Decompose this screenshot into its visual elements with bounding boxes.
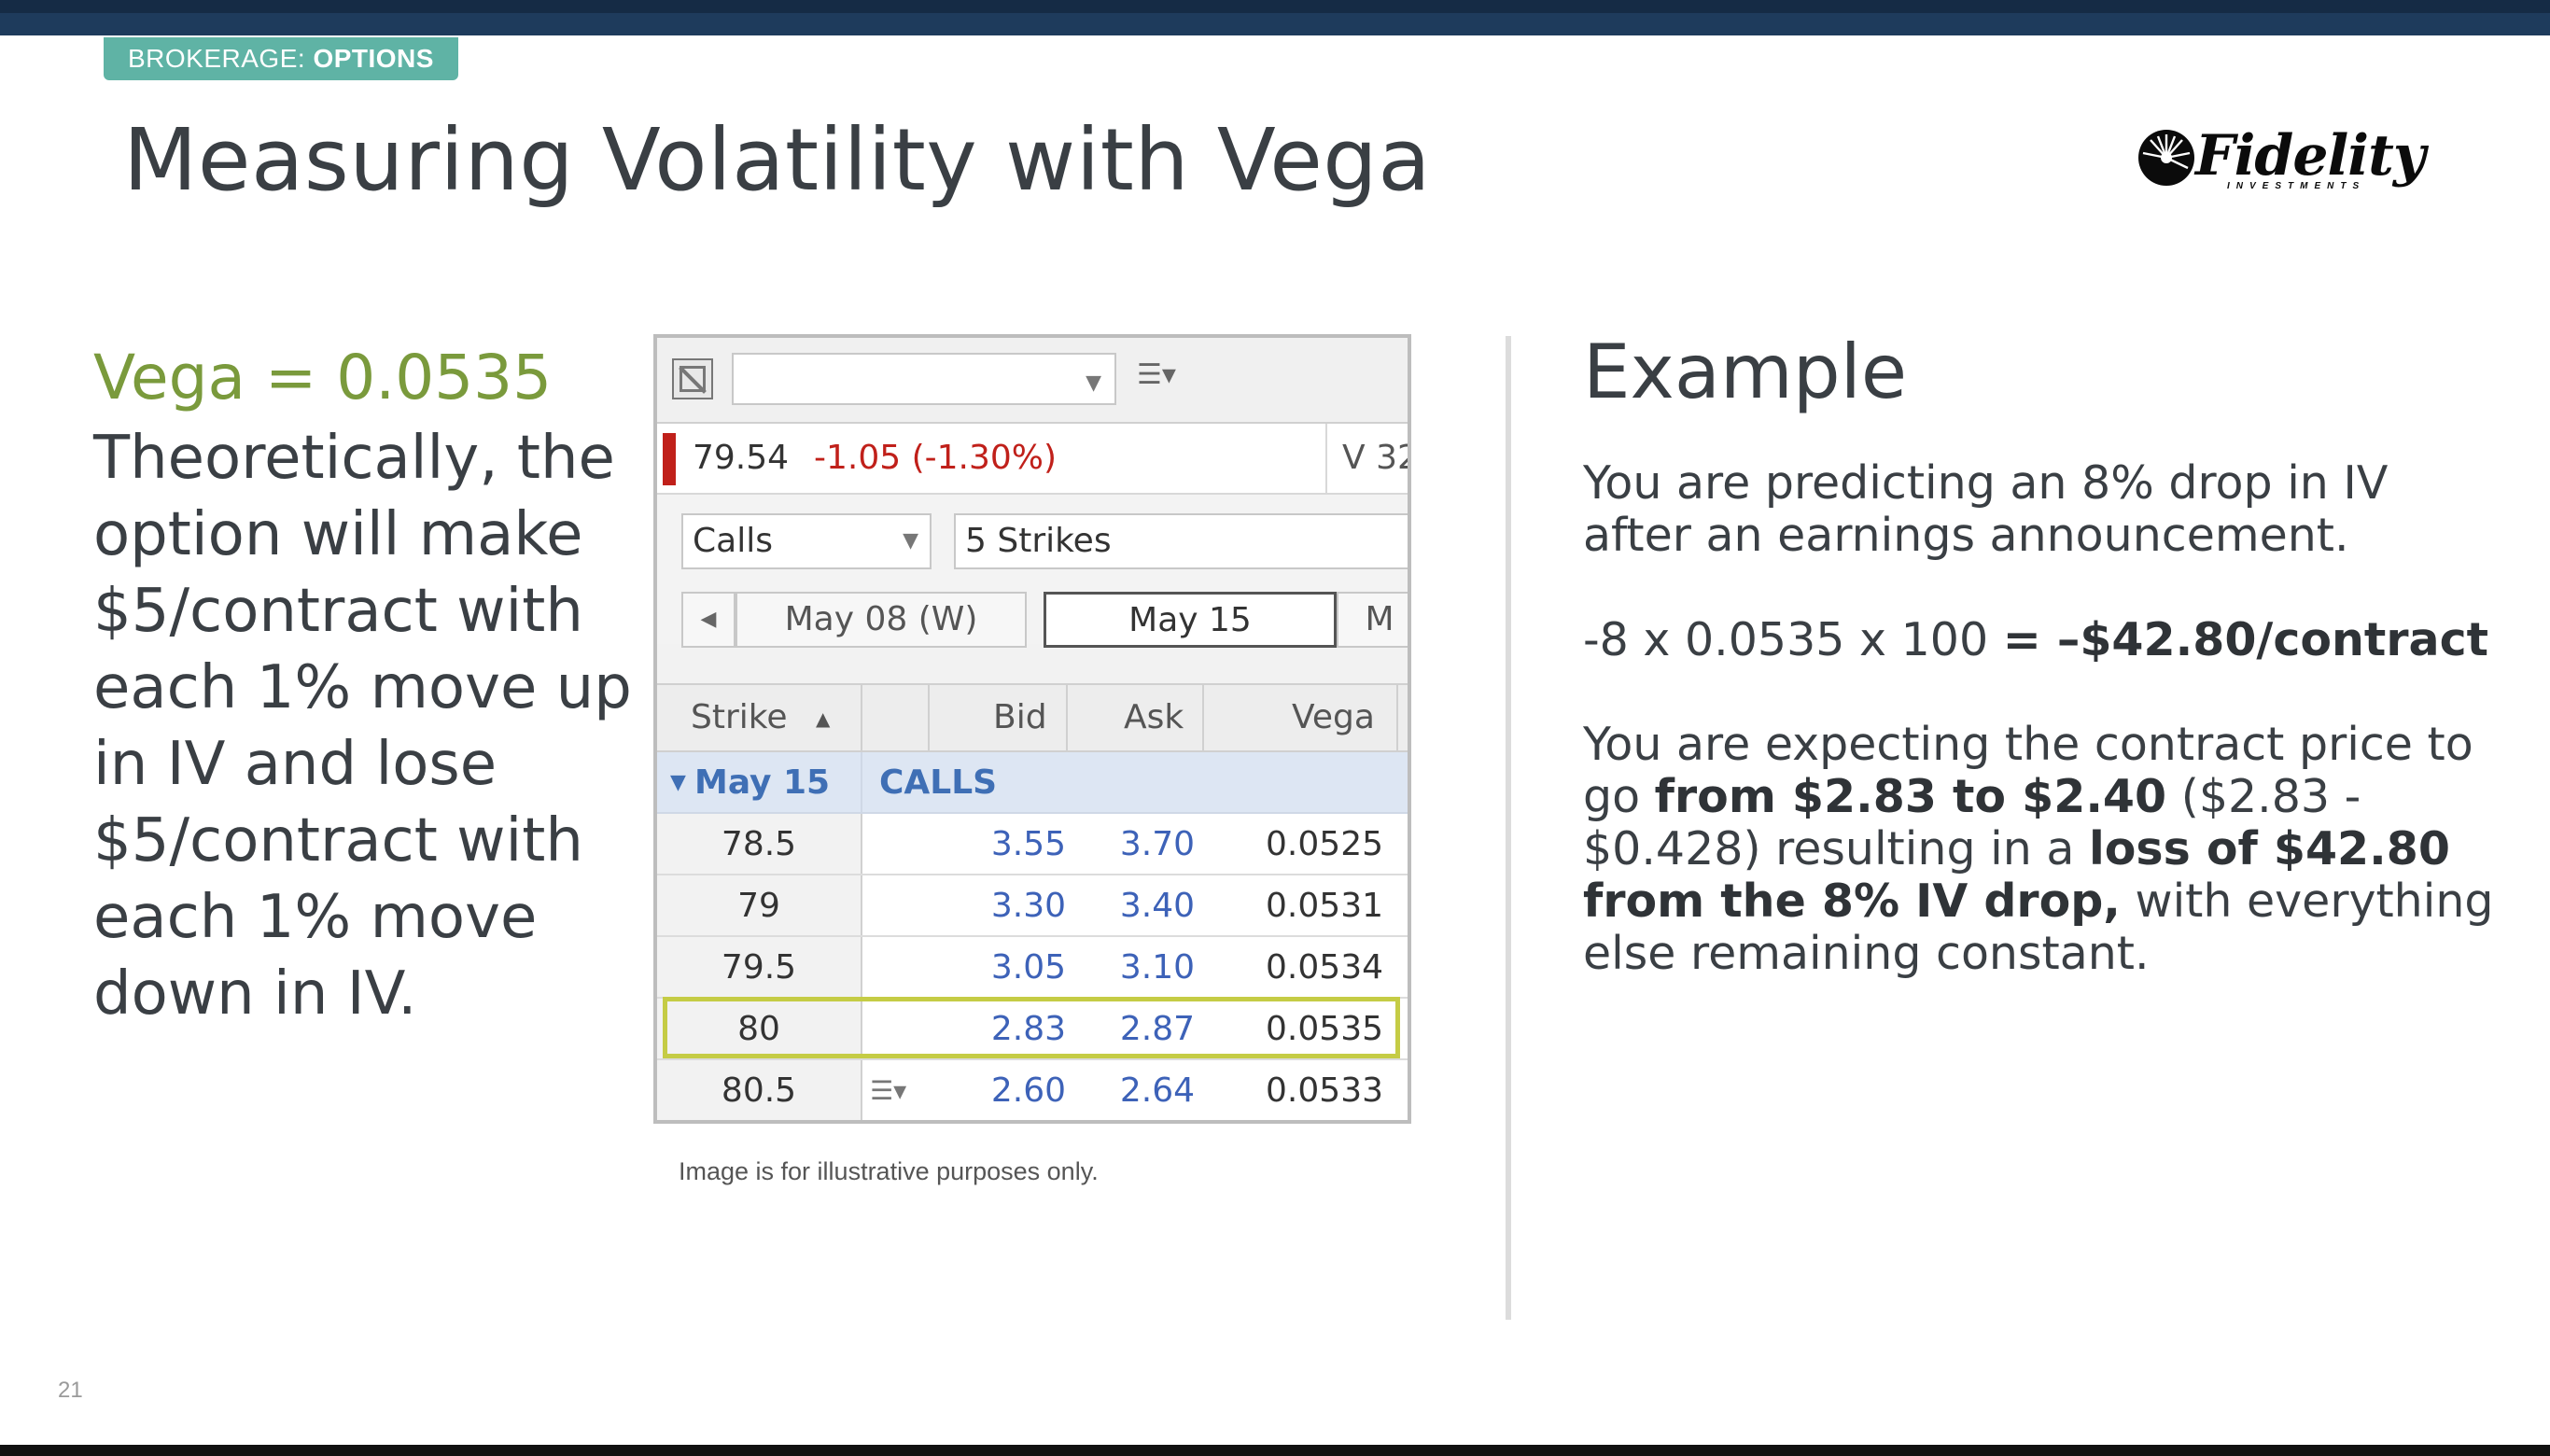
row-menu-icon[interactable]: ☰▾ [870,1075,907,1106]
text-part: ($2.83 - $0.428) resulting in a [1583,770,2361,875]
vega-cell: 0.0533 [1266,1071,1383,1110]
vega-cell: 0.0531 [1266,887,1383,925]
table-row[interactable]: 79.5 3.05 3.10 0.0534 [657,937,1408,999]
calc-expression: -8 x 0.0535 x 100 [1583,613,2003,666]
vega-cell: 0.0535 [1266,1010,1383,1048]
example-paragraph-1: You are predicting an 8% drop in IV afte… [1583,456,2389,562]
col-ask[interactable]: Ask [1124,698,1184,736]
vega-explanation: Theoretically, the option will make $5/c… [93,424,632,1029]
strike-cell: 79 [737,887,780,925]
sort-asc-icon: ▲ [816,707,831,730]
expiry-group-row[interactable]: ▼ May 15 CALLS [657,752,1408,814]
example-title: Example [1583,329,1908,415]
bid-cell[interactable]: 2.83 [990,1010,1066,1048]
table-row-highlighted[interactable]: 80 2.83 2.87 0.0535 [657,997,1408,1060]
quote-bar: 79.54 -1.05 (-1.30%) V 32 [657,424,1408,495]
ask-cell[interactable]: 3.70 [1119,825,1195,863]
filter-bar: Calls ▼ 5 Strikes ◀ May 08 (W) May 15 M [657,495,1408,648]
bid-cell[interactable]: 3.30 [990,887,1066,925]
table-header: Strike ▲ Bid Ask Vega [657,683,1408,752]
logo-wordmark: Fidelity [2195,123,2426,189]
starburst-icon [2138,130,2194,186]
strike-cell: 80.5 [721,1071,797,1110]
col-vega[interactable]: Vega [1292,698,1375,736]
ask-cell[interactable]: 2.87 [1119,1010,1195,1048]
symbol-select[interactable]: ▼ [732,353,1116,405]
divider [1325,424,1327,493]
option-chain-widget: ▼ ☰▾ 79.54 -1.05 (-1.30%) V 32 Calls ▼ 5 … [653,334,1411,1124]
option-type-select[interactable]: Calls ▼ [681,513,932,569]
tag-prefix: BROKERAGE: [128,44,314,73]
last-price: 79.54 [693,439,790,477]
prev-date-button[interactable]: ◀ [681,592,736,648]
widget-toolbar: ▼ ☰▾ [657,338,1408,424]
menu-icon[interactable]: ☰▾ [1137,358,1176,391]
logo-subtitle: INVESTMENTS [2227,181,2366,191]
tab-date-2[interactable]: May 15 [1044,592,1337,648]
ask-cell[interactable]: 3.10 [1119,948,1195,987]
chevron-down-icon: ▼ [1086,371,1101,395]
calc-result: = –$42.80/contract [2002,613,2489,666]
group-expiry: May 15 [694,763,831,802]
text-part: You are expecting the contract price to … [1583,718,2473,823]
bottom-bar [0,1445,2550,1456]
volume: V 32 [1342,439,1411,477]
price-indicator [663,433,676,485]
option-chain-table: Strike ▲ Bid Ask Vega ▼ May 15 CALLS 78.… [657,683,1408,1120]
strikes-value: 5 Strikes [965,522,1112,560]
strike-cell: 78.5 [721,825,797,863]
text-part: with everything else remaining constant. [1583,875,2494,980]
table-row[interactable]: 79 3.30 3.40 0.0531 [657,875,1408,937]
expand-triangle-icon[interactable]: ▼ [670,771,686,794]
vega-cell: 0.0534 [1266,948,1383,987]
bid-cell[interactable]: 2.60 [990,1071,1066,1110]
strike-cell: 80 [737,1010,780,1048]
option-type-value: Calls [693,522,773,560]
table-row[interactable]: 78.5 3.55 3.70 0.0525 [657,814,1408,875]
fidelity-logo: Fidelity INVESTMENTS [2137,123,2426,196]
col-strike[interactable]: Strike [691,698,788,736]
ask-cell[interactable]: 3.40 [1119,887,1195,925]
example-paragraph-3: You are expecting the contract price to … [1583,719,2498,980]
image-placeholder-icon[interactable] [672,358,713,399]
bid-cell[interactable]: 3.05 [990,948,1066,987]
strike-cell: 79.5 [721,948,797,987]
expiry-tabs: ◀ May 08 (W) May 15 M [681,592,1408,651]
price-change: -1.05 (-1.30%) [814,439,1058,477]
page-number: 21 [58,1378,83,1403]
highlight-box [663,997,1400,1058]
vega-cell: 0.0525 [1266,825,1383,863]
image-caption: Image is for illustrative purposes only. [679,1157,1099,1185]
column-divider [1506,336,1511,1320]
top-banner [0,0,2550,35]
table-row[interactable]: ☰▾ 80.5 2.60 2.64 0.0533 [657,1060,1408,1120]
strikes-select[interactable]: 5 Strikes [954,513,1408,569]
section-tag: BROKERAGE: OPTIONS [104,37,458,80]
tag-emphasis: OPTIONS [313,44,434,73]
vega-heading: Vega = 0.0535 [93,342,553,413]
ask-cell[interactable]: 2.64 [1119,1071,1195,1110]
example-calculation: -8 x 0.0535 x 100 = –$42.80/contract [1583,614,2498,666]
chevron-down-icon: ▼ [903,529,918,553]
tab-date-1[interactable]: May 08 (W) [736,592,1027,648]
price-change-emphasis: from $2.83 to $2.40 [1654,770,2167,823]
col-bid[interactable]: Bid [993,698,1047,736]
group-type: CALLS [879,763,998,802]
tab-date-3[interactable]: M [1337,592,1408,648]
loss-emphasis: loss of $42.80 from the 8% IV drop, [1583,822,2450,928]
slide-title: Measuring Volatility with Vega [123,110,1432,210]
bid-cell[interactable]: 3.55 [990,825,1066,863]
